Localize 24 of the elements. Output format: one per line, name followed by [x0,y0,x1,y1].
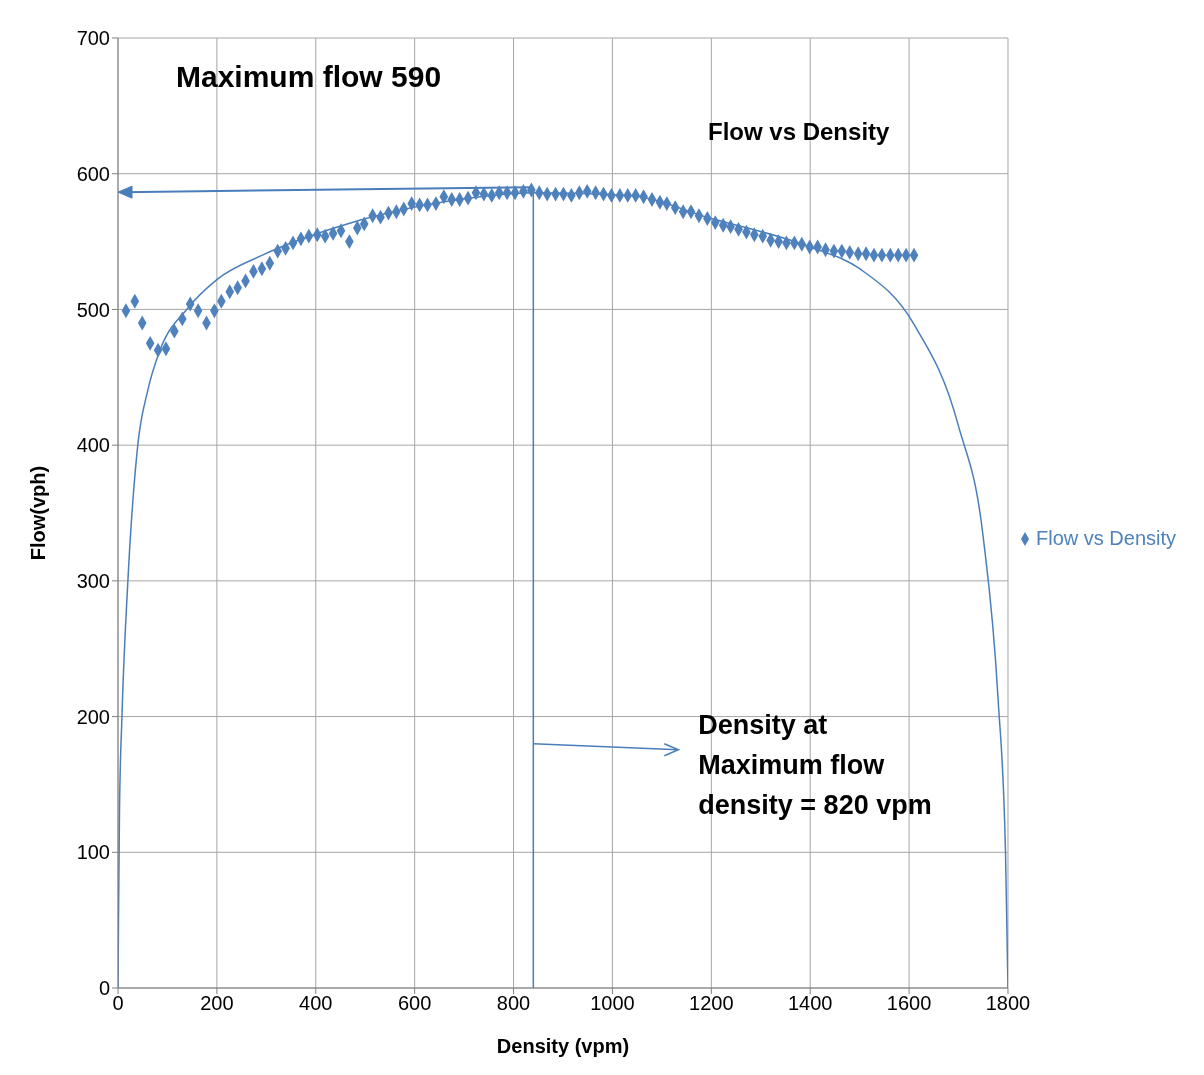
y-tick-label: 400 [76,434,110,457]
y-tick-label: 200 [76,705,110,728]
y-tick-label: 500 [76,298,110,321]
y-tick-label: 100 [76,841,110,864]
annotation: Density at Maximum flow density = 820 vpm [698,709,932,820]
y-tick-label: 700 [76,27,110,50]
y-axis-title: Flow(vph) [27,465,50,561]
x-tick-label: 0 [112,992,124,1015]
y-tick-label: 600 [76,162,110,185]
legend-label: Flow vs Density [1035,526,1176,549]
y-tick-label: 0 [98,977,110,1000]
y-tick-label: 300 [76,569,110,592]
annotation: Maximum flow 590 [176,60,442,94]
x-tick-label: 1800 [985,992,1031,1015]
x-tick-label: 1400 [787,992,833,1015]
x-tick-label: 1600 [886,992,932,1015]
x-tick-label: 800 [496,992,531,1015]
x-tick-label: 600 [397,992,432,1015]
x-tick-label: 200 [200,992,234,1015]
text: Flow vs Density [708,118,890,146]
x-tick-label: 400 [299,992,333,1015]
x-tick-label: 1000 [590,992,635,1015]
x-tick-label: 1200 [689,992,734,1015]
x-axis-title: Density (vpm) [496,1035,630,1057]
